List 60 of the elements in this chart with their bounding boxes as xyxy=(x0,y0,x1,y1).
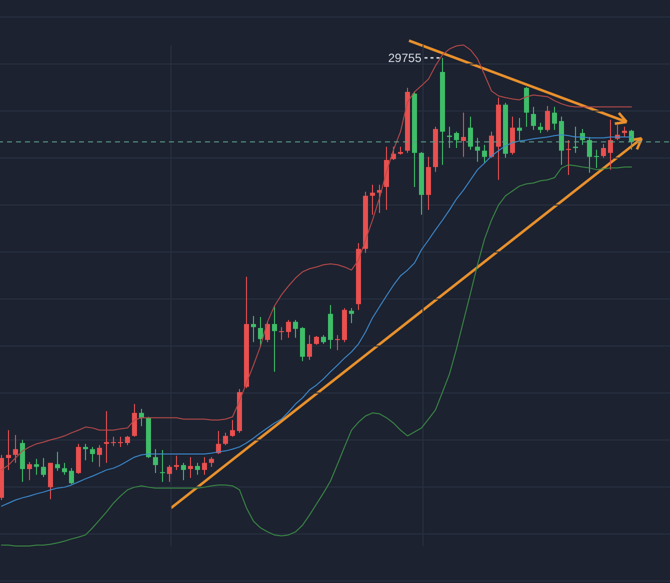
candlestick xyxy=(307,334,312,360)
candlestick xyxy=(34,458,39,476)
candlestick xyxy=(62,462,67,476)
candlestick xyxy=(566,140,571,176)
candlestick xyxy=(167,464,172,482)
candlestick xyxy=(454,131,459,149)
candlestick xyxy=(538,122,543,134)
candlestick xyxy=(552,106,557,130)
candlestick xyxy=(447,126,452,149)
candlestick xyxy=(202,456,207,476)
candlestick xyxy=(461,112,466,158)
candlestick xyxy=(531,106,536,130)
candlestick xyxy=(489,131,494,158)
candlestick xyxy=(293,320,298,338)
candlestick xyxy=(370,184,375,216)
candlestick xyxy=(181,462,186,481)
candlestick xyxy=(587,136,592,174)
candlestick xyxy=(139,408,144,427)
candlestick xyxy=(132,404,137,438)
candlestick xyxy=(517,117,522,141)
candlestick xyxy=(286,320,291,338)
candlestick xyxy=(153,448,158,474)
candlestick xyxy=(6,430,11,470)
candlestick xyxy=(601,144,606,158)
candlestick xyxy=(608,119,613,170)
candlestick xyxy=(223,432,228,446)
candlestick xyxy=(90,446,95,462)
candlestick xyxy=(573,126,578,154)
candlestick xyxy=(335,334,340,351)
candlestick xyxy=(594,149,599,168)
candlestick xyxy=(475,137,480,162)
candlestick xyxy=(118,436,123,448)
candlestick xyxy=(482,144,487,164)
candlestick xyxy=(13,434,18,464)
candlestick xyxy=(188,456,193,478)
candlestick xyxy=(622,126,627,138)
candlestick xyxy=(349,308,354,324)
candlestick xyxy=(41,458,46,478)
candlestick xyxy=(258,316,263,348)
candlestick xyxy=(272,306,277,372)
candlestick xyxy=(160,450,165,482)
candlestick xyxy=(69,468,74,485)
candlestick xyxy=(629,129,634,150)
candlestick xyxy=(83,443,88,461)
candlestick xyxy=(55,451,60,472)
candlestick xyxy=(104,410,109,464)
candlestick xyxy=(230,419,235,438)
candlestick xyxy=(265,321,270,343)
candlestick xyxy=(195,462,200,476)
candlestick xyxy=(279,326,284,340)
candlestick xyxy=(174,455,179,470)
candlestick xyxy=(251,316,256,343)
candlestick xyxy=(545,106,550,132)
candlestick xyxy=(468,116,473,150)
candlestick xyxy=(27,461,32,481)
candlestick xyxy=(97,444,102,468)
candlestick xyxy=(111,436,116,447)
candlestick xyxy=(209,456,214,468)
candlestick xyxy=(125,435,130,446)
annotation: 29755 xyxy=(388,50,422,65)
